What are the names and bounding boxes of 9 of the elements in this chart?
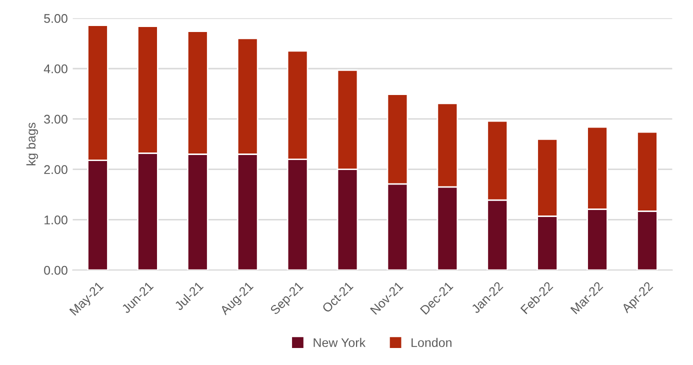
y-tick-label: 5.00 (44, 14, 68, 23)
legend-label: New York (314, 338, 366, 348)
y-tick-label: 0.00 (44, 266, 68, 275)
y-tick-label: 3.00 (44, 114, 68, 124)
y-tick-label: 1.00 (44, 216, 68, 224)
y-axis-title: kg bags (26, 122, 38, 166)
legend-label: London (412, 338, 452, 348)
y-tick-label: 2.00 (44, 165, 68, 174)
y-tick-label: 4.00 (44, 64, 68, 74)
